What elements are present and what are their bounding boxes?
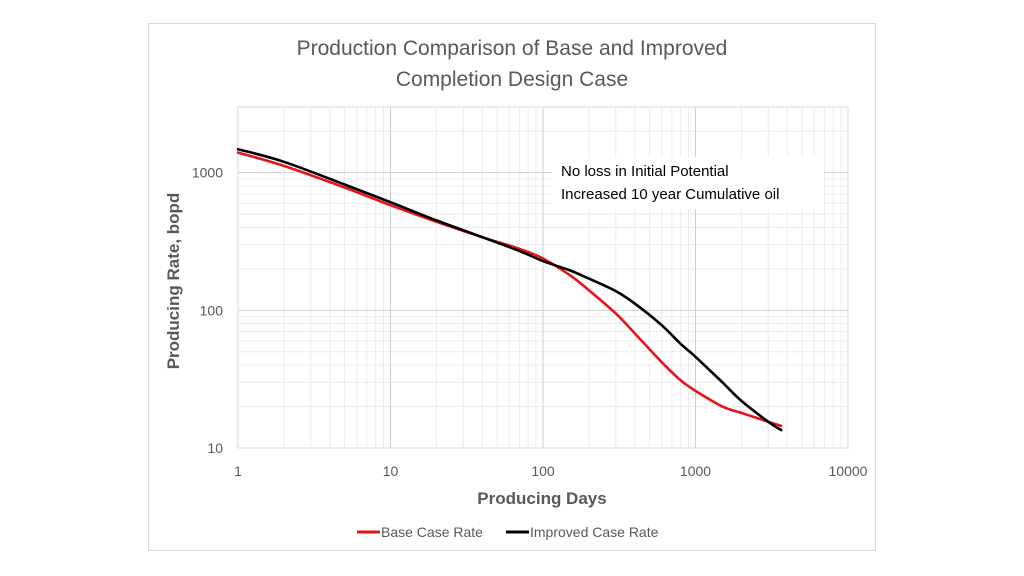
x-tick-label: 100 [531, 463, 555, 479]
chart-title-line-1: Production Comparison of Base and Improv… [297, 37, 728, 60]
y-axis-ticks: 10 100 1000 [192, 165, 223, 456]
chart-title-line-2: Completion Design Case [396, 68, 628, 91]
legend-label-improved: Improved Case Rate [530, 524, 659, 540]
y-tick-label: 100 [200, 302, 224, 318]
y-tick-label: 1000 [192, 165, 223, 181]
annotation-box: No loss in Initial Potential Increased 1… [552, 157, 824, 209]
plot-area [237, 106, 849, 449]
x-axis-ticks: 1 10 100 1000 10000 [234, 463, 868, 479]
x-axis-title: Producing Days [477, 489, 606, 508]
annotation-background [552, 157, 824, 209]
chart-frame [148, 23, 876, 551]
annotation-line-2: Increased 10 year Cumulative oil [561, 186, 779, 203]
annotation-line-1: No loss in Initial Potential [561, 163, 729, 180]
y-tick-label: 10 [207, 440, 223, 456]
x-tick-label: 1000 [680, 463, 711, 479]
x-tick-label: 10000 [829, 463, 868, 479]
series-line-improved-case [236, 147, 783, 432]
series-lines [236, 147, 783, 432]
legend-label-base: Base Case Rate [381, 524, 483, 540]
y-axis-title: Producing Rate, bopd [164, 193, 183, 370]
x-tick-label: 10 [383, 463, 399, 479]
legend: Base Case Rate Improved Case Rate [357, 524, 659, 540]
x-tick-label: 1 [234, 463, 242, 479]
series-line-base-case [236, 151, 783, 428]
